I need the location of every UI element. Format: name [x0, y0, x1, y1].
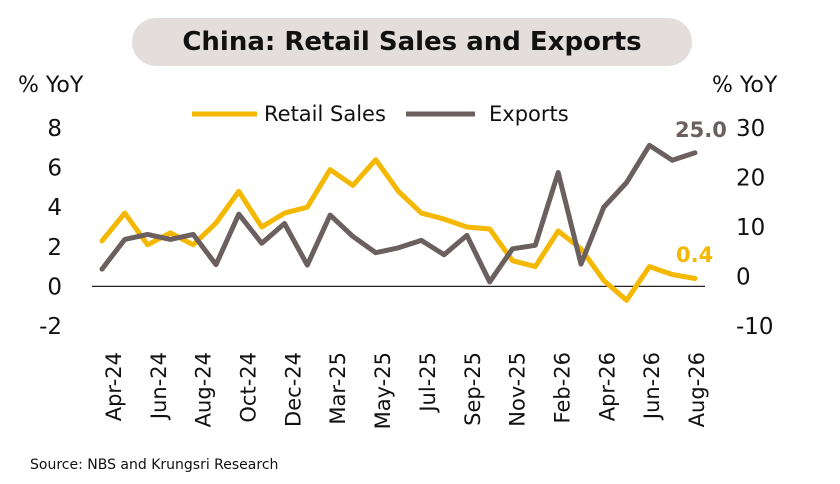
retail-sales-line: [99, 157, 698, 303]
chart-title: China: Retail Sales and Exports: [132, 18, 692, 66]
y-axis-left-label: % YoY: [18, 73, 84, 98]
y-tick-right: 0: [736, 265, 751, 291]
legend-label-retail-sales: Retail Sales: [264, 102, 386, 126]
x-tick-label: Dec-24: [281, 352, 305, 427]
exports-last-value-label: 25.0: [675, 118, 727, 142]
y-tick-left: 4: [47, 195, 62, 221]
x-tick-label: Sep-25: [461, 352, 485, 426]
y-tick-left: 2: [47, 235, 62, 261]
annotations-group: 25.0 0.4: [675, 118, 727, 267]
x-tick-label: Jul-25: [416, 352, 440, 414]
x-tick-label: Feb-26: [550, 352, 574, 423]
y-axis-right-label: % YoY: [712, 73, 778, 98]
legend: Retail Sales Exports: [192, 102, 569, 126]
y-tick-right: 10: [736, 215, 765, 241]
series-group: [99, 142, 698, 303]
y-tick-left: 8: [47, 116, 62, 142]
y-tick-left: -2: [39, 314, 62, 340]
legend-label-exports: Exports: [489, 102, 569, 126]
x-tick-label: Jun-24: [147, 352, 171, 421]
x-tick-label: Aug-26: [685, 352, 709, 427]
x-tick-label: Apr-24: [102, 352, 126, 421]
x-tick-label: Aug-24: [192, 352, 216, 427]
y-tick-left: 6: [47, 156, 62, 182]
y-tick-right: -10: [736, 314, 774, 340]
x-tick-label: Jun-26: [640, 352, 664, 421]
retail-last-value-label: 0.4: [676, 243, 713, 267]
source-note: Source: NBS and Krungsri Research: [30, 457, 279, 473]
y-tick-right: 30: [736, 116, 765, 142]
y-tick-right: 20: [736, 166, 765, 192]
x-tick-label: Apr-26: [595, 352, 619, 421]
x-tick-label: Nov-25: [506, 352, 530, 427]
x-tick-label: May-25: [371, 352, 395, 429]
exports-line: [99, 142, 698, 285]
y-tick-left: 0: [47, 274, 62, 300]
x-tick-label: Oct-24: [237, 352, 261, 423]
x-tick-label: Mar-25: [326, 352, 350, 425]
